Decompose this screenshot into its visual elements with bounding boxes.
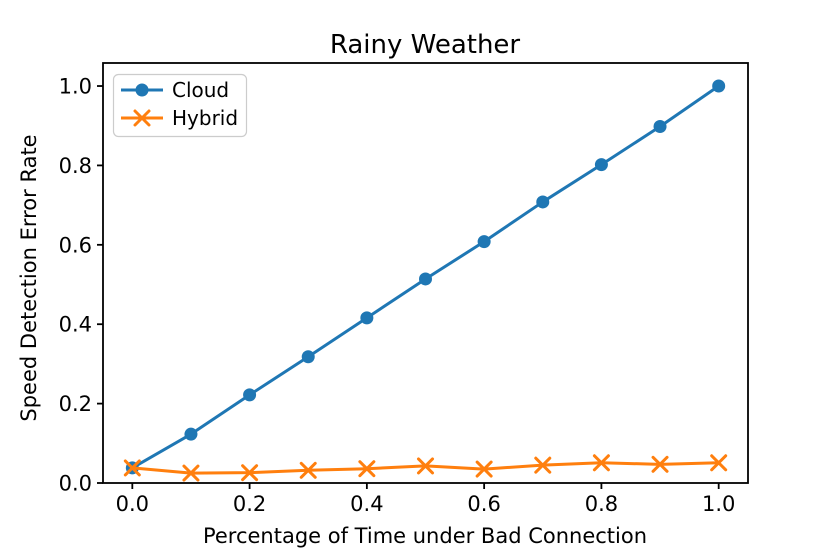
data-point-x [123,459,141,477]
data-point-x [133,109,151,127]
y-tick-label: 0.0 [59,472,92,496]
data-point-circle [536,195,550,209]
x-tick-label: 1.0 [702,492,735,516]
data-point-x [299,461,317,479]
data-point-x [710,454,728,472]
data-point-circle [243,388,257,402]
series-hybrid [123,454,728,482]
data-point-x [358,460,376,478]
x-tick-label: 0.2 [233,492,266,516]
y-tick-label: 0.6 [59,233,92,257]
data-point-x [592,454,610,472]
x-axis-label: Percentage of Time under Bad Connection [203,524,647,548]
chart-title: Rainy Weather [330,30,521,60]
y-tick-label: 0.8 [59,154,92,178]
data-point-x [182,464,200,482]
data-point-x [241,464,259,482]
legend-label-cloud: Cloud [172,78,229,102]
axes-frame [102,62,749,484]
y-tick-label: 0.4 [59,313,92,337]
data-point-circle [653,120,667,134]
y-axis-ticks: 0.0 0.2 0.4 0.6 0.8 1.0 [59,75,103,496]
data-point-x [417,457,434,475]
data-point-circle [712,79,726,93]
data-point-circle [184,427,198,441]
data-point-circle [594,158,608,172]
x-tick-label: 0.0 [116,492,149,516]
x-tick-label: 0.4 [350,492,383,516]
data-point-x [651,455,669,473]
series-layer [123,79,728,482]
legend-swatches [121,83,163,127]
data-point-x [534,456,552,474]
legend-label-hybrid: Hybrid [172,106,238,130]
x-tick-label: 0.6 [467,492,500,516]
legend: Cloud Hybrid [112,73,248,138]
x-tick-label: 0.8 [585,492,618,516]
y-tick-label: 0.2 [59,392,92,416]
y-axis-label: Speed Detection Error Rate [17,134,41,421]
data-point-circle [477,235,491,249]
x-axis-ticks: 0.0 0.2 0.4 0.6 0.8 1.0 [116,483,735,516]
data-point-x [475,460,493,478]
series-cloud [125,79,726,475]
data-point-circle [360,311,374,325]
data-point-circle [135,83,149,97]
y-tick-label: 1.0 [59,75,92,99]
data-point-circle [301,350,315,364]
data-point-circle [419,272,432,286]
